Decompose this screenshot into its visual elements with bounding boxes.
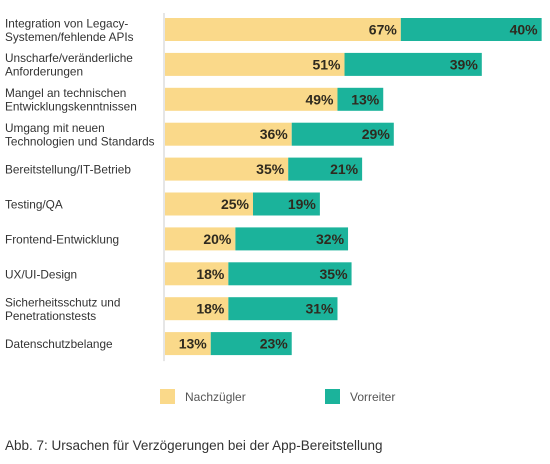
data-label: 23% [260,336,289,352]
data-label: 49% [305,91,334,107]
category-label-line: Systemen/fehlende APIs [5,30,134,44]
value-labels: 67% 40% 51% 39% 49% 13% 36% 29% 35% 21% 25% 19% 20% 3… [179,22,538,352]
category-label: Datenschutzbelange [5,337,113,351]
data-label: 35% [256,161,285,177]
bar-vorreiter [337,87,384,111]
bar-nachzuegler [165,52,345,76]
category-label-line: Datenschutzbelange [5,337,113,351]
data-label: 21% [330,161,359,177]
data-label: 29% [362,126,391,142]
category-label-line: Testing/QA [5,198,63,212]
data-label: 25% [221,196,250,212]
bar-vorreiter [253,192,320,216]
category-label-line: Technologien und Standards [5,134,155,148]
category-label-line: Frontend-Entwicklung [5,232,119,246]
data-label: 18% [196,301,225,317]
bar-vorreiter [400,18,542,41]
category-label-line: Penetrationstests [5,309,96,323]
bar-nachzuegler [165,122,292,146]
category-label-line: Bereitstellung/IT-Betrieb [5,163,131,177]
data-label: 36% [260,126,289,142]
data-label: 51% [312,56,341,72]
bar-nachzuegler [165,262,229,286]
data-label: 39% [450,56,479,72]
data-label: 19% [288,196,317,212]
bar-nachzuegler [165,227,236,251]
category-label: Bereitstellung/IT-Betrieb [5,163,131,177]
category-label-line: Sicherheitsschutz und [5,295,120,309]
bar-vorreiter [210,332,292,356]
legend-swatch [325,389,340,404]
category-labels: Integration von Legacy-Systemen/fehlende… [5,16,155,351]
bar-vorreiter [344,52,482,76]
bar-vorreiter [228,262,352,286]
category-label-line: UX/UI-Design [5,267,77,281]
legend: Nachzügler Vorreiter [160,389,395,404]
category-label: Umgang mit neuen Technologien und Standar… [5,121,155,149]
data-label: 13% [351,91,380,107]
category-label-line: Integration von Legacy- [5,16,128,30]
legend-label: Vorreiter [350,390,395,404]
category-label: Integration von Legacy-Systemen/fehlende… [5,16,134,44]
data-label: 13% [179,336,208,352]
data-label: 32% [316,231,345,247]
bar-nachzuegler [165,332,211,356]
legend-label: Nachzügler [185,390,246,404]
category-label-line: Umgang mit neuen [5,121,105,135]
category-label: Mangel an technischen Entwicklungskenntni… [5,86,137,114]
category-label: UX/UI-Design [5,267,77,281]
data-label: 35% [320,266,349,282]
category-label-line: Anforderungen [5,65,83,79]
bar-vorreiter [291,122,394,146]
bar-vorreiter [288,157,363,181]
data-label: 18% [196,266,225,282]
bar-nachzuegler [165,297,229,321]
category-label: Unscharfe/veränderliche Anforderungen [5,51,133,79]
data-label: 31% [305,301,334,317]
bar-nachzuegler [165,192,253,216]
bar-nachzuegler [165,157,289,181]
category-label-line: Mangel an technischen [5,86,126,100]
bar-vorreiter [235,227,349,251]
category-label: Sicherheitsschutz und Penetrationstests [5,295,120,323]
bar-vorreiter [228,297,338,321]
data-label: 20% [203,231,232,247]
legend-swatch [160,389,175,404]
category-label: Frontend-Entwicklung [5,232,119,246]
bars-layer [165,18,542,356]
category-label-line: Unscharfe/veränderliche [5,51,133,65]
category-label-line: Entwicklungskenntnissen [5,100,137,114]
bar-nachzuegler [165,87,338,111]
bar-nachzuegler [165,18,401,41]
category-label: Testing/QA [5,198,63,212]
data-label: 67% [369,22,398,38]
data-label: 40% [510,22,539,38]
figure-caption: Abb. 7: Ursachen für Verzögerungen bei d… [5,438,383,453]
